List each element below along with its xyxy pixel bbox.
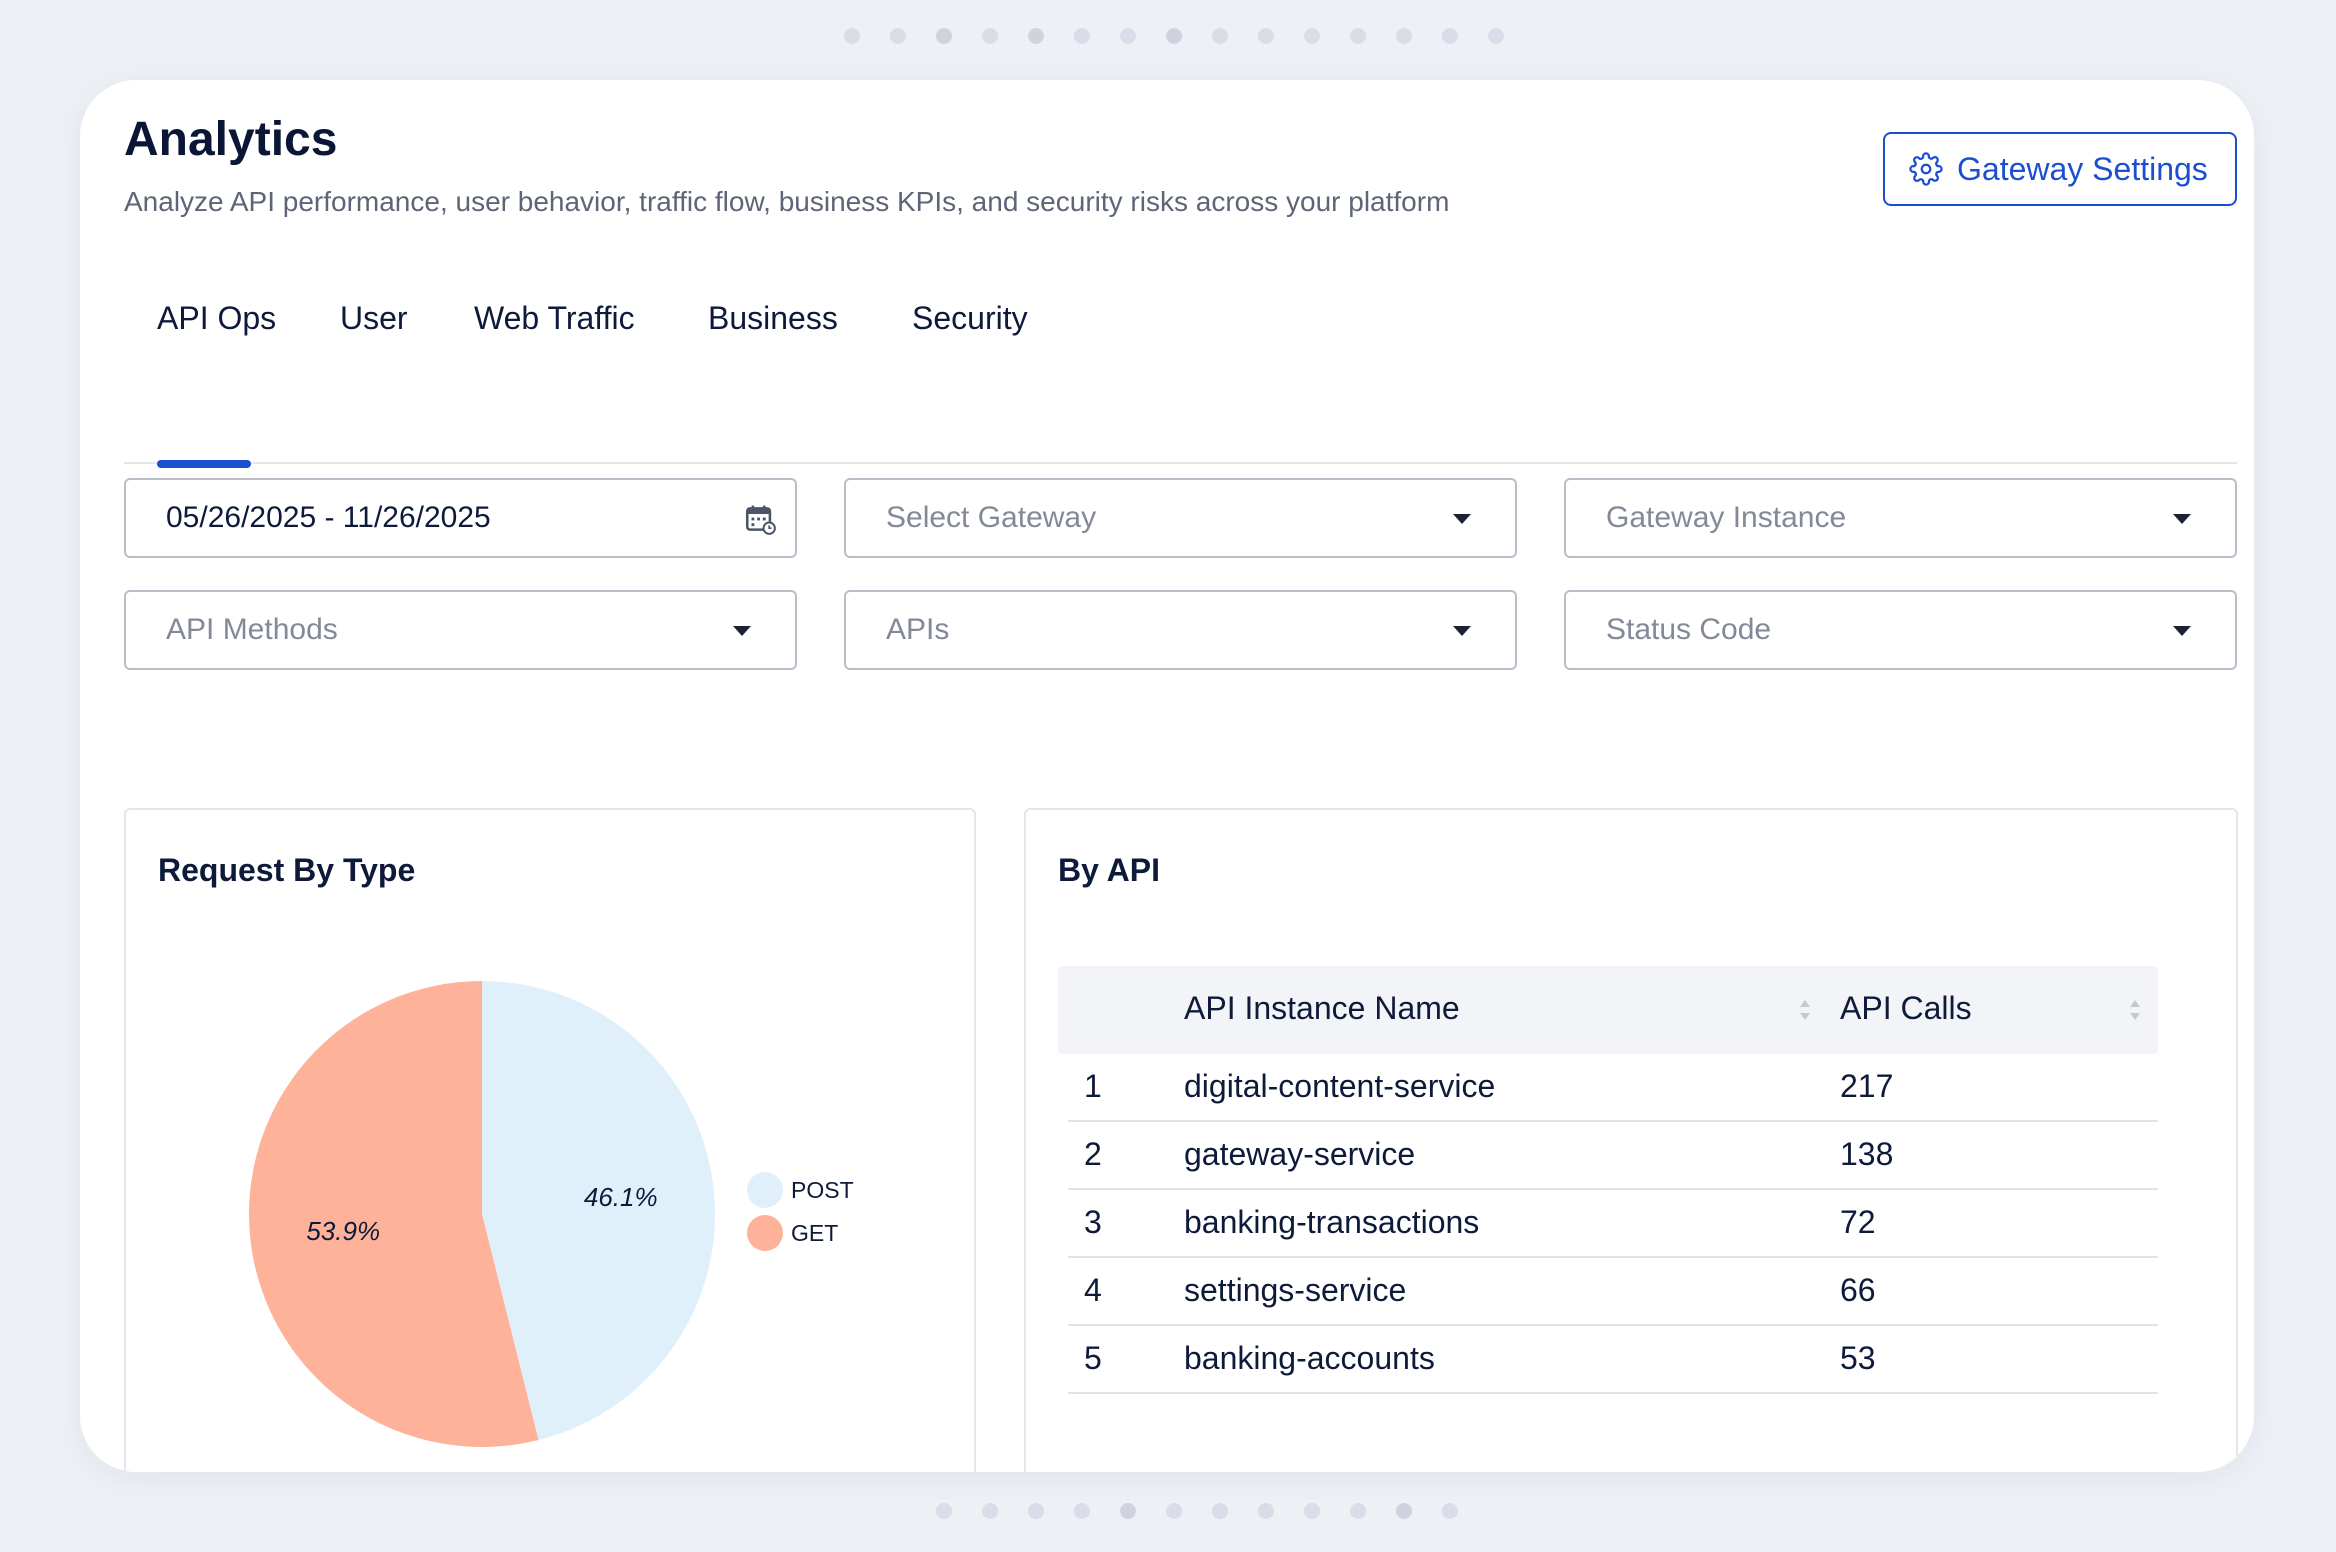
calendar-icon [743, 502, 777, 536]
decorative-dots-top [0, 28, 2336, 88]
pie-slice-get[interactable] [249, 981, 539, 1447]
select-gateway-placeholder: Select Gateway [886, 501, 1097, 534]
analytics-tabs: API Ops User Web Traffic Business Securi… [124, 300, 2237, 468]
tab-label: Security [912, 300, 1028, 336]
row-rank: 5 [1084, 1340, 1102, 1376]
status-code-dropdown[interactable]: Status Code [1564, 590, 2237, 670]
gateway-instance-placeholder: Gateway Instance [1606, 501, 1847, 534]
row-rank: 2 [1084, 1136, 1102, 1172]
pie-label-get: 53.9% [306, 1216, 380, 1246]
legend-label-post[interactable]: POST [791, 1177, 854, 1203]
table-row[interactable]: 2 gateway-service 138 [1068, 1122, 2158, 1190]
gateway-settings-button[interactable]: Gateway Settings [1883, 132, 2237, 206]
table-row[interactable]: 1 digital-content-service 217 [1068, 1054, 2158, 1122]
legend-label-get[interactable]: GET [791, 1220, 838, 1246]
status-code-placeholder: Status Code [1606, 613, 1772, 646]
api-instance-name: settings-service [1184, 1272, 1407, 1308]
pie-label-post: 46.1% [584, 1182, 658, 1212]
row-rank: 3 [1084, 1204, 1102, 1240]
tab-web-traffic[interactable]: Web Traffic [474, 300, 654, 464]
tab-security[interactable]: Security [912, 300, 1042, 464]
sort-icon[interactable] [1798, 998, 1812, 1022]
request-type-pie-chart: 46.1% 53.9% POST GET [249, 981, 854, 1447]
decorative-dots-bottom [0, 1503, 2336, 1552]
tab-label: Web Traffic [474, 300, 635, 336]
apis-placeholder: APIs [886, 613, 950, 646]
by-api-title: By API [1058, 852, 1160, 888]
active-tab-indicator [157, 460, 251, 468]
gateway-instance-dropdown[interactable]: Gateway Instance [1564, 478, 2237, 558]
tab-label: Business [708, 300, 838, 336]
table-row[interactable]: 4 settings-service 66 [1068, 1258, 2158, 1326]
chevron-down-icon [1453, 626, 1471, 636]
chevron-down-icon [2173, 514, 2191, 524]
column-header-api-instance-name[interactable]: API Instance Name [1184, 990, 1460, 1026]
legend-swatch-get[interactable] [747, 1215, 783, 1251]
api-calls-count: 138 [1840, 1136, 1894, 1172]
table-row[interactable]: 3 banking-transactions 72 [1068, 1190, 2158, 1258]
chevron-down-icon [733, 626, 751, 636]
api-instance-name: gateway-service [1184, 1136, 1416, 1172]
api-instance-name: banking-accounts [1184, 1340, 1435, 1376]
tab-label: API Ops [157, 300, 277, 336]
api-calls-count: 217 [1840, 1068, 1894, 1104]
tab-user[interactable]: User [340, 300, 420, 464]
api-instance-name: digital-content-service [1184, 1068, 1496, 1104]
sort-icon[interactable] [2128, 998, 2142, 1022]
api-calls-count: 72 [1840, 1204, 1876, 1240]
apis-dropdown[interactable]: APIs [844, 590, 1517, 670]
legend-swatch-post[interactable] [747, 1172, 783, 1208]
api-calls-count: 53 [1840, 1340, 1876, 1376]
gear-icon [1909, 152, 1943, 186]
pie-slice-post[interactable] [482, 981, 715, 1441]
chevron-down-icon [2173, 626, 2191, 636]
gateway-settings-label: Gateway Settings [1957, 150, 2208, 187]
tab-business[interactable]: Business [708, 300, 848, 464]
select-gateway-dropdown[interactable]: Select Gateway [844, 478, 1517, 558]
chevron-down-icon [1453, 514, 1471, 524]
page-title: Analytics [124, 113, 338, 166]
page-subtitle: Analyze API performance, user behavior, … [124, 186, 1450, 217]
tab-label: User [340, 300, 408, 336]
request-by-type-title: Request By Type [158, 852, 416, 888]
request-by-type-panel: Request By Type 46.1% 53.9% POST GET [124, 808, 976, 1472]
column-header-api-calls[interactable]: API Calls [1840, 990, 1972, 1026]
api-table-header: API Instance Name API Calls [1058, 966, 2158, 1054]
row-rank: 4 [1084, 1272, 1102, 1308]
date-range-value: 05/26/2025 - 11/26/2025 [166, 501, 491, 534]
by-api-panel: By API API Instance Name API Calls 1 dig… [1024, 808, 2238, 1472]
api-calls-count: 66 [1840, 1272, 1876, 1308]
api-methods-placeholder: API Methods [166, 613, 338, 646]
date-range-picker[interactable]: 05/26/2025 - 11/26/2025 [124, 478, 797, 558]
row-rank: 1 [1084, 1068, 1102, 1104]
api-methods-dropdown[interactable]: API Methods [124, 590, 797, 670]
analytics-card: Analytics Analyze API performance, user … [80, 80, 2254, 1472]
table-row[interactable]: 5 banking-accounts 53 [1068, 1326, 2158, 1394]
api-instance-name: banking-transactions [1184, 1204, 1480, 1240]
tab-api-ops[interactable]: API Ops [157, 300, 277, 468]
